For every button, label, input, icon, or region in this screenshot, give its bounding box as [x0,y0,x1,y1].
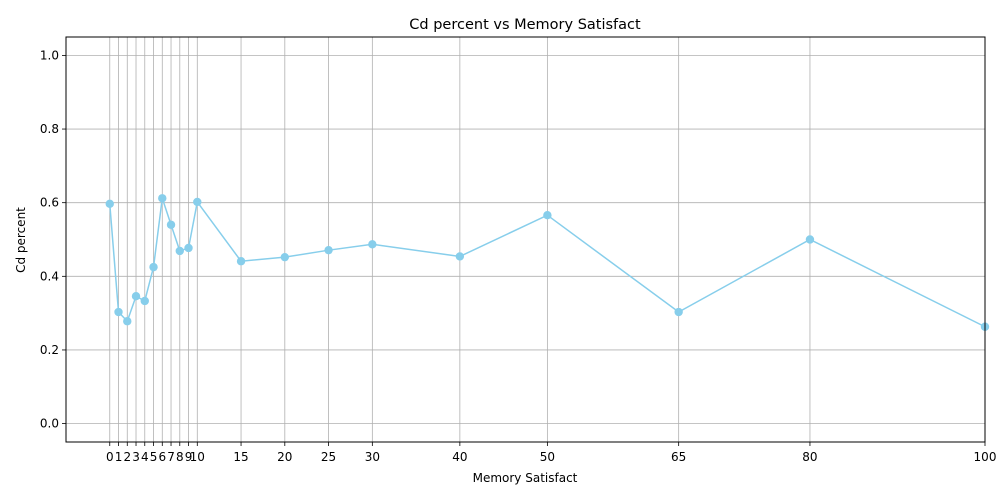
x-tick-label: 50 [540,450,555,464]
y-axis-label: Cd percent [14,207,28,273]
data-point [140,296,149,306]
x-tick-label: 9 [185,450,193,464]
y-tick-label: 0.8 [40,122,59,136]
data-point [193,197,202,207]
data-point-layer [105,194,990,331]
data-point [105,199,114,208]
x-tick-label: 65 [671,450,686,464]
data-point [123,317,132,326]
x-tick-label: 6 [158,450,166,464]
data-point [805,235,815,244]
x-tick-label: 30 [365,450,380,464]
chart-title: Cd percent vs Memory Satisfact [409,17,641,33]
data-point [674,307,683,317]
x-tick-label: 15 [233,450,248,464]
x-tick-label: 25 [321,450,336,464]
data-point [543,211,552,220]
x-tick-label: 4 [141,450,149,464]
tick-layer: 0 1 2 3 4 5 6 7 8 910 15 20 25 30 40 50 65 80 100 0.0 0.2 0.4… [40,48,997,464]
data-point [158,194,167,203]
data-point [324,245,333,255]
y-tick-label: 0.2 [40,343,59,357]
data-point [455,252,465,261]
x-tick-label: 7 [167,450,175,464]
y-tick-label: 0.0 [40,417,59,431]
data-point [368,240,377,249]
y-tick-label: 0.4 [40,269,59,283]
x-tick-label: 2 [123,450,131,464]
x-axis-label: Memory Satisfact [473,471,578,485]
x-tick-label: 0 [106,450,114,464]
y-tick-label: 1.0 [40,48,59,62]
data-point [280,252,290,262]
grid-layer [66,37,986,442]
x-tick-label: 10 [190,450,205,464]
plot-frame [65,36,986,443]
x-tick-label: 5 [150,450,158,464]
data-point [114,307,123,317]
data-point [236,257,246,266]
data-point [131,292,141,301]
x-tick-label: 80 [802,450,817,464]
x-tick-label: 100 [974,450,997,464]
data-point [184,243,193,253]
data-point [166,220,176,229]
x-tick-label: 8 [176,450,184,464]
x-tick-label: 20 [277,450,292,464]
data-point [175,246,184,256]
x-tick-label: 40 [452,450,467,464]
x-tick-label: 1 [115,450,123,464]
y-tick-label: 0.6 [40,196,59,210]
data-point [149,262,158,272]
x-tick-label: 3 [132,450,140,464]
